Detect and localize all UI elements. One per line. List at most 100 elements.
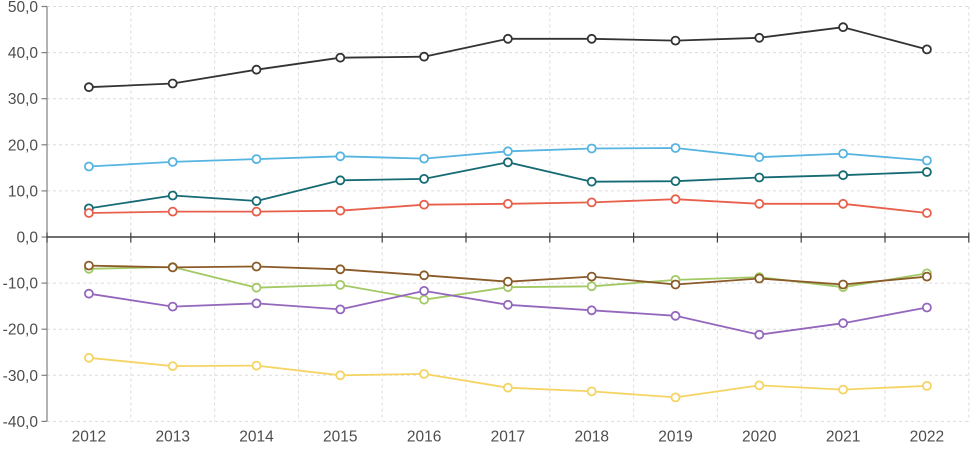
data-point-yellow-line	[922, 380, 932, 391]
data-point-teal-line	[335, 175, 346, 186]
data-point-light-blue-line	[419, 153, 430, 164]
data-point-dark-gray-line	[335, 52, 346, 63]
data-point-dark-gray-line	[922, 44, 932, 55]
data-point-teal-line	[754, 172, 765, 183]
data-point-dark-gray-line	[670, 35, 681, 46]
data-point-teal-line	[922, 167, 932, 177]
data-point-dark-gray-line	[586, 33, 597, 44]
data-point-red-line	[586, 197, 597, 208]
data-point-light-blue-line	[922, 155, 932, 166]
data-point-purple-line	[251, 298, 262, 309]
x-axis-tick-label: 2015	[323, 428, 357, 445]
data-point-brown-line	[922, 271, 932, 282]
data-point-red-line	[670, 194, 681, 205]
data-point-dark-gray-line	[419, 51, 430, 62]
data-point-purple-line	[922, 302, 932, 313]
data-point-dark-gray-line	[167, 78, 178, 89]
data-point-yellow-line	[251, 360, 262, 371]
x-axis-tick-label: 2022	[910, 428, 944, 445]
data-point-red-line	[251, 206, 262, 217]
data-point-brown-line	[838, 279, 848, 290]
data-point-yellow-line	[502, 382, 513, 393]
data-point-light-blue-line	[251, 154, 262, 165]
data-point-dark-gray-line	[754, 32, 765, 43]
data-point-light-blue-line	[84, 161, 94, 172]
data-point-red-line	[335, 205, 346, 216]
data-point-green-line	[335, 279, 346, 290]
data-point-brown-line	[754, 273, 765, 284]
data-point-purple-line	[167, 301, 178, 312]
y-axis-tick-label: 50,0	[8, 0, 39, 16]
data-point-dark-gray-line	[84, 82, 94, 93]
y-axis-tick-label: 30,0	[8, 91, 39, 108]
data-point-purple-line	[586, 305, 597, 316]
data-point-dark-gray-line	[838, 22, 848, 33]
x-axis-tick-label: 2014	[239, 428, 274, 445]
data-point-purple-line	[754, 329, 765, 340]
data-point-purple-line	[838, 318, 848, 329]
data-point-light-blue-line	[167, 156, 178, 167]
x-axis-tick-label: 2021	[826, 428, 860, 445]
data-point-brown-line	[670, 279, 681, 290]
y-axis-tick-label: -30,0	[3, 368, 39, 385]
data-point-teal-line	[419, 173, 430, 184]
data-point-red-line	[84, 208, 94, 218]
data-point-purple-line	[335, 304, 346, 315]
data-point-yellow-line	[84, 352, 94, 363]
data-point-light-blue-line	[838, 148, 848, 159]
data-point-purple-line	[84, 288, 94, 299]
x-axis-tick-label: 2018	[574, 428, 608, 445]
data-point-teal-line	[838, 170, 848, 181]
data-point-green-line	[419, 294, 430, 305]
x-axis-tick-label: 2017	[491, 428, 525, 445]
data-point-brown-line	[335, 264, 346, 275]
data-point-dark-gray-line	[251, 64, 262, 75]
x-axis-tick-label: 2016	[407, 428, 441, 445]
data-point-purple-line	[670, 310, 681, 321]
x-axis-tick-label: 2019	[658, 428, 692, 445]
data-point-yellow-line	[838, 384, 848, 395]
y-axis-tick-label: -20,0	[3, 322, 39, 339]
data-point-teal-line	[167, 190, 178, 201]
y-axis-tick-label: -10,0	[3, 276, 39, 293]
y-axis-tick-label: -40,0	[3, 414, 39, 431]
data-point-light-blue-line	[335, 151, 346, 162]
data-point-teal-line	[251, 196, 262, 206]
data-point-brown-line	[419, 270, 430, 281]
data-point-yellow-line	[167, 361, 178, 372]
data-point-brown-line	[586, 271, 597, 282]
data-point-light-blue-line	[586, 143, 597, 154]
data-point-teal-line	[586, 176, 597, 187]
x-axis-tick-label: 2020	[742, 428, 777, 445]
data-point-yellow-line	[335, 370, 346, 381]
data-point-brown-line	[84, 260, 94, 271]
data-point-teal-line	[502, 157, 513, 168]
data-point-red-line	[167, 206, 178, 217]
x-axis-tick-label: 2013	[155, 428, 189, 445]
x-axis-tick-label: 2012	[72, 428, 106, 445]
data-point-green-line	[586, 281, 597, 292]
data-point-red-line	[754, 198, 765, 209]
data-point-yellow-line	[670, 392, 681, 403]
y-axis-tick-label: 0,0	[16, 230, 38, 247]
data-point-brown-line	[251, 261, 262, 272]
data-point-purple-line	[502, 299, 513, 310]
data-point-red-line	[419, 199, 430, 210]
y-axis-tick-label: 20,0	[8, 137, 39, 154]
data-point-brown-line	[167, 262, 178, 273]
data-point-red-line	[922, 208, 932, 218]
y-axis-tick-label: 40,0	[8, 45, 39, 62]
data-point-light-blue-line	[502, 146, 513, 157]
data-point-red-line	[838, 198, 848, 209]
data-point-light-blue-line	[670, 143, 681, 153]
data-point-dark-gray-line	[502, 33, 513, 44]
data-point-yellow-line	[419, 368, 430, 379]
data-point-green-line	[251, 282, 262, 293]
data-point-red-line	[502, 198, 513, 209]
data-point-brown-line	[502, 276, 513, 287]
y-axis-tick-label: 10,0	[8, 183, 39, 200]
data-point-purple-line	[419, 285, 430, 296]
data-point-yellow-line	[754, 380, 765, 391]
